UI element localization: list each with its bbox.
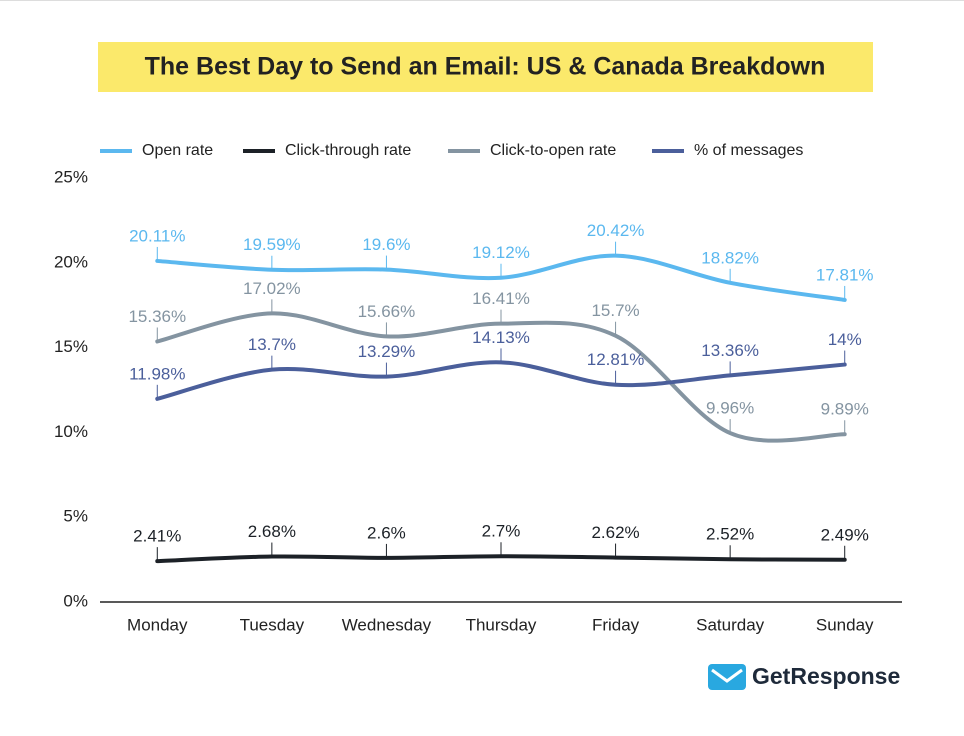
legend-label: % of messages — [694, 142, 803, 159]
data-label: 9.89% — [821, 400, 869, 419]
brand-name: GetResponse — [752, 663, 900, 689]
data-label: 2.49% — [821, 525, 869, 544]
logo-icon-fold — [711, 668, 743, 683]
data-label: 2.41% — [133, 527, 181, 546]
logo-icon — [708, 664, 746, 690]
title-background — [98, 42, 873, 92]
data-label: 20.42% — [587, 221, 645, 240]
data-label: 13.29% — [358, 342, 416, 361]
data-label: 15.7% — [591, 301, 639, 320]
data-label: 14% — [828, 330, 862, 349]
data-label: 15.66% — [358, 302, 416, 321]
legend-label: Click-to-open rate — [490, 142, 616, 159]
y-tick-label: 25% — [54, 167, 88, 186]
data-label: 2.6% — [367, 523, 406, 542]
data-label: 13.36% — [701, 341, 759, 360]
data-label: 13.7% — [248, 335, 296, 354]
data-label: 2.7% — [482, 522, 521, 541]
data-label: 19.6% — [362, 235, 410, 254]
data-label: 11.98% — [129, 364, 185, 383]
y-tick-label: 0% — [63, 591, 88, 610]
data-label: 20.11% — [129, 226, 185, 245]
data-label: 17.81% — [816, 265, 874, 284]
data-label: 17.02% — [243, 279, 301, 298]
data-label: 2.68% — [248, 522, 296, 541]
data-label: 14.13% — [472, 328, 530, 347]
data-label: 2.52% — [706, 525, 754, 544]
y-tick-label: 5% — [63, 507, 88, 526]
y-tick-label: 15% — [54, 337, 88, 356]
x-tick-label: Tuesday — [240, 615, 305, 634]
x-tick-label: Friday — [592, 615, 640, 634]
data-label: 15.36% — [128, 307, 186, 326]
series-line — [155, 253, 847, 302]
legend-label: Click-through rate — [285, 142, 411, 159]
brand-logo: GetResponse — [708, 663, 900, 690]
series-line — [155, 554, 847, 564]
data-label: 16.41% — [472, 289, 530, 308]
data-label: 9.96% — [706, 399, 754, 418]
series-line — [155, 360, 847, 401]
data-label: 18.82% — [701, 248, 759, 267]
x-tick-label: Monday — [127, 615, 188, 634]
legend-label: Open rate — [142, 142, 213, 159]
x-tick-label: Sunday — [816, 615, 874, 634]
data-label: 19.12% — [472, 243, 530, 262]
chart-title: The Best Day to Send an Email: US & Cana… — [145, 53, 826, 81]
data-label: 12.81% — [587, 350, 645, 369]
y-tick-label: 10% — [54, 422, 88, 441]
y-tick-label: 20% — [54, 252, 88, 271]
x-tick-label: Wednesday — [342, 615, 432, 634]
data-label: 2.62% — [591, 523, 639, 542]
data-label: 19.59% — [243, 235, 301, 254]
x-tick-label: Saturday — [696, 615, 765, 634]
x-tick-label: Thursday — [466, 615, 537, 634]
